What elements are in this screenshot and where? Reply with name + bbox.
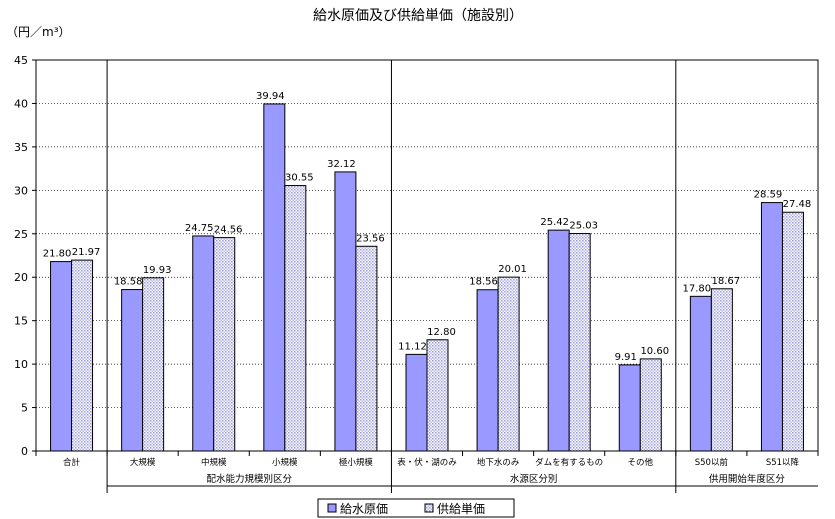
data-label: 11.12	[398, 341, 427, 352]
legend-swatch	[424, 503, 434, 513]
data-label: 18.58	[114, 277, 143, 288]
bar-cost	[263, 103, 286, 452]
data-label: 30.55	[285, 173, 314, 184]
data-label: 17.80	[683, 283, 712, 294]
bar-cost	[50, 261, 73, 452]
data-label: 23.56	[356, 233, 385, 244]
bar-cost	[689, 295, 712, 452]
bar-price	[568, 233, 591, 452]
data-label: 28.59	[754, 190, 783, 201]
data-label: 20.01	[498, 264, 527, 275]
group-label: 供用開始年度区分	[709, 473, 786, 485]
bar-cost	[760, 202, 783, 452]
y-axis-unit: （円／m³）	[6, 25, 71, 39]
category-label: 地下水のみ	[477, 457, 520, 468]
y-tick-label: 10	[14, 358, 28, 371]
y-tick-label: 45	[14, 54, 28, 67]
axis-layer: 0 5 10 15 20 25 30 35 40 45 合計 大規模 中規模 小規模 極小規模 表・伏・湖のみ…	[14, 54, 819, 493]
data-label: 12.80	[427, 327, 456, 338]
bar-price	[71, 259, 94, 452]
bar-price	[355, 245, 378, 452]
y-tick-label: 15	[14, 315, 28, 328]
data-label: 18.56	[469, 277, 498, 288]
category-label: S50以前	[695, 457, 729, 468]
data-label: 24.75	[185, 223, 214, 234]
chart-title: 給水原価及び供給単価（施設別）	[313, 8, 523, 24]
data-label: 21.97	[72, 247, 101, 258]
bar-price	[710, 288, 733, 452]
data-label: 25.42	[540, 217, 569, 228]
legend: 給水原価 供給単価	[317, 498, 515, 518]
y-tick-label: 20	[14, 271, 28, 284]
bar-cost	[405, 353, 428, 452]
category-label: 合計	[63, 457, 81, 468]
plot-frame	[35, 59, 819, 452]
bar-price	[497, 276, 520, 452]
group-label: 配水能力規模別区分	[207, 473, 293, 485]
category-label: 中規模	[201, 457, 227, 468]
data-label: 24.56	[214, 225, 243, 236]
y-tick-label: 35	[14, 141, 28, 154]
data-label: 25.03	[569, 221, 598, 232]
y-tick-label: 25	[14, 228, 28, 241]
data-label: 19.93	[143, 265, 172, 276]
bar-price	[142, 277, 165, 452]
y-tick-label: 0	[21, 445, 28, 458]
category-label: 極小規模	[339, 457, 374, 468]
legend-swatch	[327, 503, 337, 513]
bar-cost	[618, 364, 641, 452]
bars-layer	[50, 103, 804, 452]
data-label: 39.94	[256, 91, 285, 102]
category-label: S51以降	[766, 457, 800, 468]
category-label: 表・伏・湖のみ	[397, 457, 457, 468]
legend-box	[317, 498, 515, 518]
y-tick-label: 5	[21, 402, 28, 415]
y-tick-label: 30	[14, 184, 28, 197]
data-label: 21.80	[43, 249, 72, 260]
bar-price	[213, 237, 236, 452]
data-label: 32.12	[327, 159, 356, 170]
category-label: ダムを有するもの	[535, 457, 603, 468]
category-label: 大規模	[130, 457, 156, 468]
legend-label: 給水原価	[340, 502, 388, 516]
legend-label: 供給単価	[437, 502, 485, 516]
y-tick-label: 40	[14, 97, 28, 110]
data-label: 18.67	[712, 276, 741, 287]
bar-cost	[547, 229, 570, 452]
bar-price	[426, 339, 449, 452]
bar-cost	[334, 171, 357, 452]
bar-price	[639, 358, 662, 452]
category-label: その他	[628, 457, 654, 468]
bar-cost	[121, 289, 144, 452]
group-label: 水源区分別	[510, 473, 558, 485]
bar-price	[284, 185, 307, 452]
category-label: 小規模	[272, 457, 298, 468]
bar-price	[781, 211, 804, 452]
bar-cost	[192, 235, 215, 452]
data-label: 10.60	[640, 346, 669, 357]
data-label: 9.91	[615, 352, 637, 363]
bar-cost	[476, 289, 499, 452]
data-labels-layer: 21.80 18.58 24.75 39.94 32.12 11.12 18.56 25.42…	[43, 91, 812, 363]
data-label: 27.48	[783, 199, 812, 210]
